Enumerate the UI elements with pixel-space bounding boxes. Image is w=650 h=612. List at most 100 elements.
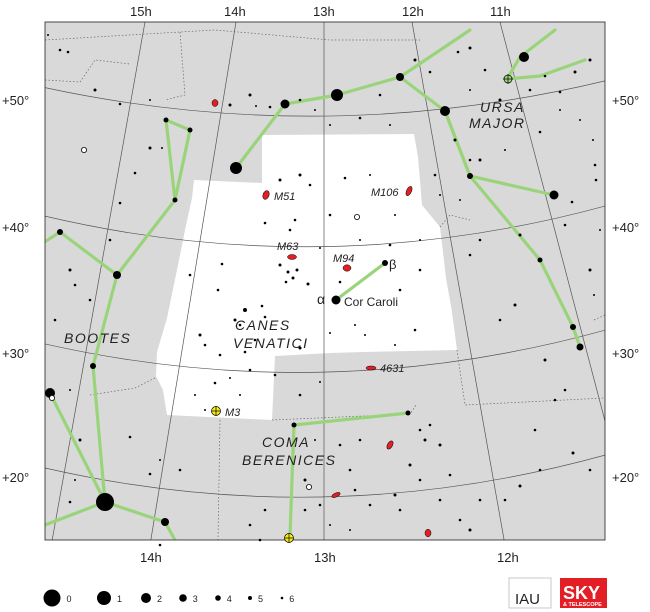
star	[178, 468, 182, 472]
legend-magnitude-dot	[97, 591, 111, 605]
object-label-m63: M63	[277, 241, 299, 253]
star	[148, 146, 152, 150]
star	[58, 48, 62, 52]
star	[298, 98, 302, 102]
star	[571, 451, 575, 455]
star	[284, 280, 288, 284]
star	[343, 176, 347, 180]
star	[329, 524, 331, 526]
ra-label: 13h	[313, 4, 335, 19]
star	[458, 518, 462, 522]
star	[469, 89, 471, 91]
star	[573, 70, 577, 74]
star	[118, 201, 122, 205]
ra-grid	[51, 22, 605, 540]
dec-labels-right: +50° +40° +30° +20°	[612, 93, 639, 485]
ra-label: 12h	[497, 550, 519, 565]
star	[519, 52, 529, 62]
galaxy-m63-marker	[287, 254, 297, 260]
star	[220, 262, 224, 266]
star	[459, 199, 461, 201]
star	[78, 438, 82, 442]
star	[319, 381, 321, 383]
star	[358, 438, 362, 442]
star	[68, 500, 72, 504]
star	[419, 239, 421, 241]
star	[298, 173, 302, 177]
star	[113, 271, 121, 279]
star	[149, 99, 151, 101]
dec-label: +30°	[2, 346, 29, 361]
star	[258, 538, 262, 542]
star	[592, 139, 594, 141]
star	[418, 428, 422, 432]
star	[398, 288, 402, 292]
star	[543, 358, 547, 362]
dec-label: +40°	[612, 220, 639, 235]
star	[408, 463, 412, 467]
galaxy-marker	[331, 492, 341, 498]
star	[428, 423, 432, 427]
star	[503, 498, 507, 502]
star	[248, 368, 252, 372]
star	[329, 332, 331, 334]
star	[354, 324, 356, 326]
constellation-name-venatici: VENATICI	[233, 335, 309, 351]
constellation-boundaries	[45, 29, 605, 540]
star	[504, 149, 506, 151]
star	[549, 190, 559, 200]
star	[533, 428, 537, 432]
star	[353, 488, 357, 492]
star	[563, 223, 567, 227]
star	[382, 260, 388, 266]
star	[216, 288, 220, 292]
star	[263, 315, 267, 319]
star	[593, 163, 597, 167]
star	[467, 173, 473, 179]
star	[314, 439, 316, 441]
star	[328, 213, 332, 217]
star	[293, 218, 297, 222]
star	[579, 119, 581, 121]
star	[88, 298, 92, 302]
star	[319, 247, 321, 249]
star	[158, 543, 162, 547]
star	[394, 214, 396, 216]
galaxy-m94-marker	[342, 264, 352, 272]
star	[188, 273, 192, 277]
star	[53, 318, 57, 322]
cluster-marker	[284, 533, 294, 543]
star	[433, 173, 437, 177]
star	[198, 333, 202, 337]
object-label-m51: M51	[274, 191, 295, 203]
star	[263, 508, 267, 512]
ra-label: 15h	[130, 4, 152, 19]
star	[148, 472, 152, 476]
star	[388, 243, 392, 247]
star	[478, 498, 482, 502]
star	[418, 478, 422, 482]
star	[194, 394, 196, 396]
star	[438, 443, 442, 447]
dec-label: +50°	[612, 93, 639, 108]
object-label-m106: M106	[371, 187, 399, 199]
star	[418, 268, 422, 272]
star	[161, 518, 169, 526]
star	[440, 106, 450, 116]
star	[483, 68, 487, 72]
star	[187, 127, 193, 133]
star	[599, 229, 601, 231]
star	[538, 130, 542, 134]
star	[588, 468, 592, 472]
star	[413, 328, 417, 332]
star	[468, 46, 472, 50]
star	[537, 257, 543, 263]
star	[528, 88, 532, 92]
star	[329, 124, 331, 126]
star	[438, 498, 442, 502]
sky-telescope-logo: SKY & TELESCOPE	[560, 578, 607, 608]
galaxy-m51-marker	[262, 190, 270, 200]
star	[286, 270, 290, 274]
chart-frame	[44, 21, 606, 541]
